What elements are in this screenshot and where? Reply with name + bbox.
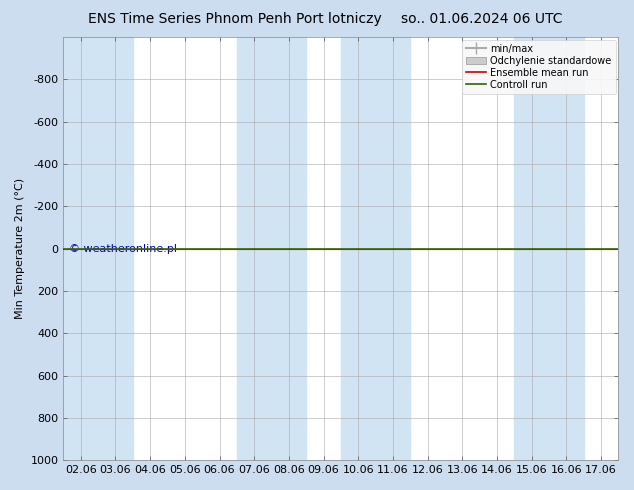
Text: so.. 01.06.2024 06 UTC: so.. 01.06.2024 06 UTC xyxy=(401,12,562,26)
Y-axis label: Min Temperature 2m (°C): Min Temperature 2m (°C) xyxy=(15,178,25,319)
Bar xyxy=(514,37,584,460)
Legend: min/max, Odchylenie standardowe, Ensemble mean run, Controll run: min/max, Odchylenie standardowe, Ensembl… xyxy=(462,40,616,94)
Bar xyxy=(237,37,306,460)
Bar xyxy=(341,37,410,460)
Text: © weatheronline.pl: © weatheronline.pl xyxy=(69,244,177,254)
Bar xyxy=(63,37,133,460)
Text: ENS Time Series Phnom Penh Port lotniczy: ENS Time Series Phnom Penh Port lotniczy xyxy=(87,12,382,26)
